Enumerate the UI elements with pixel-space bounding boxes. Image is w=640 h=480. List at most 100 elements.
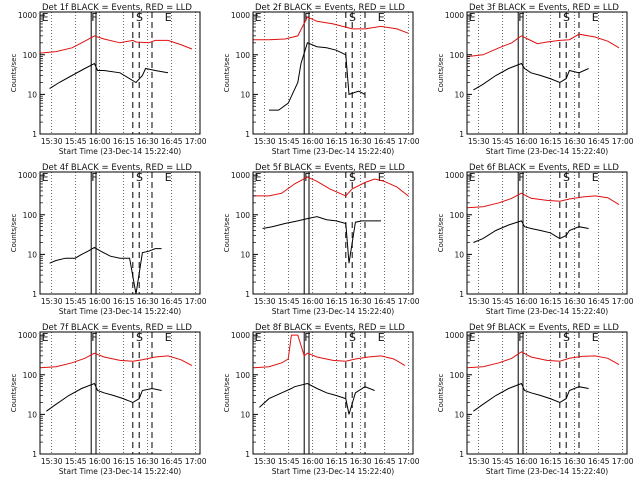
marker-label: E <box>165 11 172 24</box>
y-tick-label: 100 <box>450 371 465 380</box>
y-axis-label: Counts/sec <box>10 214 18 253</box>
x-tick-label: 16:30 <box>350 137 372 146</box>
x-tick-label: 17:00 <box>612 137 634 146</box>
y-axis-label: Counts/sec <box>437 214 445 253</box>
x-axis-label: Start Time (23-Dec-14 15:22:40) <box>59 467 181 476</box>
x-tick-label: 16:30 <box>137 137 159 146</box>
lld-series-line <box>39 35 193 54</box>
y-tick-label: 1 <box>459 130 464 139</box>
x-tick-label: 15:45 <box>492 457 514 466</box>
x-tick-label: 16:30 <box>137 457 159 466</box>
x-tick-label: 15:30 <box>41 137 63 146</box>
x-tick-label: 16:45 <box>161 137 183 146</box>
marker-label: E <box>378 11 385 24</box>
x-tick-label: 15:30 <box>468 457 490 466</box>
x-tick-label: 16:30 <box>564 457 586 466</box>
x-tick-label: 17:00 <box>612 297 634 306</box>
panel-title: Det 3f BLACK = Events, RED = LLD <box>469 3 619 13</box>
marker-label: E <box>165 171 172 184</box>
panel-title: Det 1f BLACK = Events, RED = LLD <box>42 3 192 13</box>
marker-label: E <box>165 331 172 344</box>
panel-title: Det 9f BLACK = Events, RED = LLD <box>469 323 619 333</box>
y-tick-label: 1 <box>459 450 464 459</box>
x-tick-label: 16:00 <box>302 457 324 466</box>
lld-series-line <box>466 351 620 369</box>
marker-label: S <box>136 171 143 184</box>
x-tick-label: 16:00 <box>516 137 538 146</box>
x-axis-label: Start Time (23-Dec-14 15:22:40) <box>59 147 181 156</box>
x-axis-label: Start Time (23-Dec-14 15:22:40) <box>272 467 394 476</box>
x-tick-label: 16:45 <box>161 457 183 466</box>
marker-label: E <box>469 331 476 344</box>
lld-series-line <box>466 33 620 58</box>
x-tick-label: 16:45 <box>374 457 396 466</box>
x-tick-label: 16:00 <box>89 457 111 466</box>
y-tick-label: 10 <box>27 90 37 99</box>
y-tick-label: 1 <box>245 290 250 299</box>
y-tick-label: 1000 <box>18 331 37 340</box>
x-axis-label: Start Time (23-Dec-14 15:22:40) <box>272 307 394 316</box>
y-tick-label: 10 <box>27 250 37 259</box>
y-tick-label: 1 <box>245 450 250 459</box>
marker-label: E <box>378 331 385 344</box>
y-axis-label: Counts/sec <box>10 54 18 93</box>
x-tick-label: 15:45 <box>65 297 87 306</box>
x-tick-label: 16:15 <box>113 457 135 466</box>
x-axis-label: Start Time (23-Dec-14 15:22:40) <box>272 147 394 156</box>
panel-title: Det 6f BLACK = Events, RED = LLD <box>469 163 619 173</box>
events-series-line <box>46 382 162 412</box>
x-tick-label: 15:30 <box>254 457 276 466</box>
y-tick-label: 1 <box>459 290 464 299</box>
x-tick-label: 16:45 <box>588 457 610 466</box>
x-tick-label: 16:30 <box>564 297 586 306</box>
marker-label: S <box>136 331 143 344</box>
plot-frame <box>39 171 201 295</box>
x-tick-label: 15:30 <box>254 297 276 306</box>
marker-label: S <box>349 11 356 24</box>
y-tick-label: 1000 <box>18 11 37 20</box>
lld-series-line <box>253 176 409 197</box>
x-tick-label: 16:00 <box>302 297 324 306</box>
x-axis-label: Start Time (23-Dec-14 15:22:40) <box>486 147 608 156</box>
plot-frame <box>252 11 414 135</box>
x-tick-label: 15:45 <box>492 297 514 306</box>
events-series-line <box>49 62 169 90</box>
x-tick-label: 16:45 <box>374 137 396 146</box>
x-tick-label: 16:15 <box>540 457 562 466</box>
x-tick-label: 17:00 <box>612 457 634 466</box>
panel-title: Det 2f BLACK = Events, RED = LLD <box>255 3 405 13</box>
plot-frame <box>39 331 201 455</box>
marker-label: S <box>563 11 570 24</box>
marker-label: E <box>469 11 476 24</box>
marker-label: E <box>378 171 385 184</box>
y-tick-label: 10 <box>240 250 250 259</box>
y-axis-label: Counts/sec <box>223 214 231 253</box>
marker-label: S <box>136 11 143 24</box>
y-tick-label: 10 <box>240 410 250 419</box>
x-tick-label: 15:30 <box>41 297 63 306</box>
x-tick-label: 16:30 <box>137 297 159 306</box>
x-axis-label: Start Time (23-Dec-14 15:22:40) <box>486 307 608 316</box>
y-tick-label: 100 <box>23 211 38 220</box>
lld-series-line <box>39 352 193 369</box>
x-tick-label: 15:45 <box>278 297 300 306</box>
plot-frame <box>466 171 628 295</box>
x-tick-label: 15:45 <box>278 137 300 146</box>
x-tick-label: 17:00 <box>185 457 207 466</box>
y-tick-label: 100 <box>236 51 251 60</box>
marker-label: S <box>349 331 356 344</box>
y-tick-label: 1000 <box>231 171 250 180</box>
x-tick-label: 16:15 <box>540 137 562 146</box>
x-tick-label: 15:45 <box>65 137 87 146</box>
marker-label: E <box>42 331 49 344</box>
x-tick-label: 16:15 <box>113 137 135 146</box>
plot-frame <box>466 11 628 135</box>
y-tick-label: 1000 <box>18 171 37 180</box>
events-series-line <box>259 382 375 415</box>
panel-title: Det 4f BLACK = Events, RED = LLD <box>42 163 192 173</box>
x-tick-label: 16:00 <box>302 137 324 146</box>
